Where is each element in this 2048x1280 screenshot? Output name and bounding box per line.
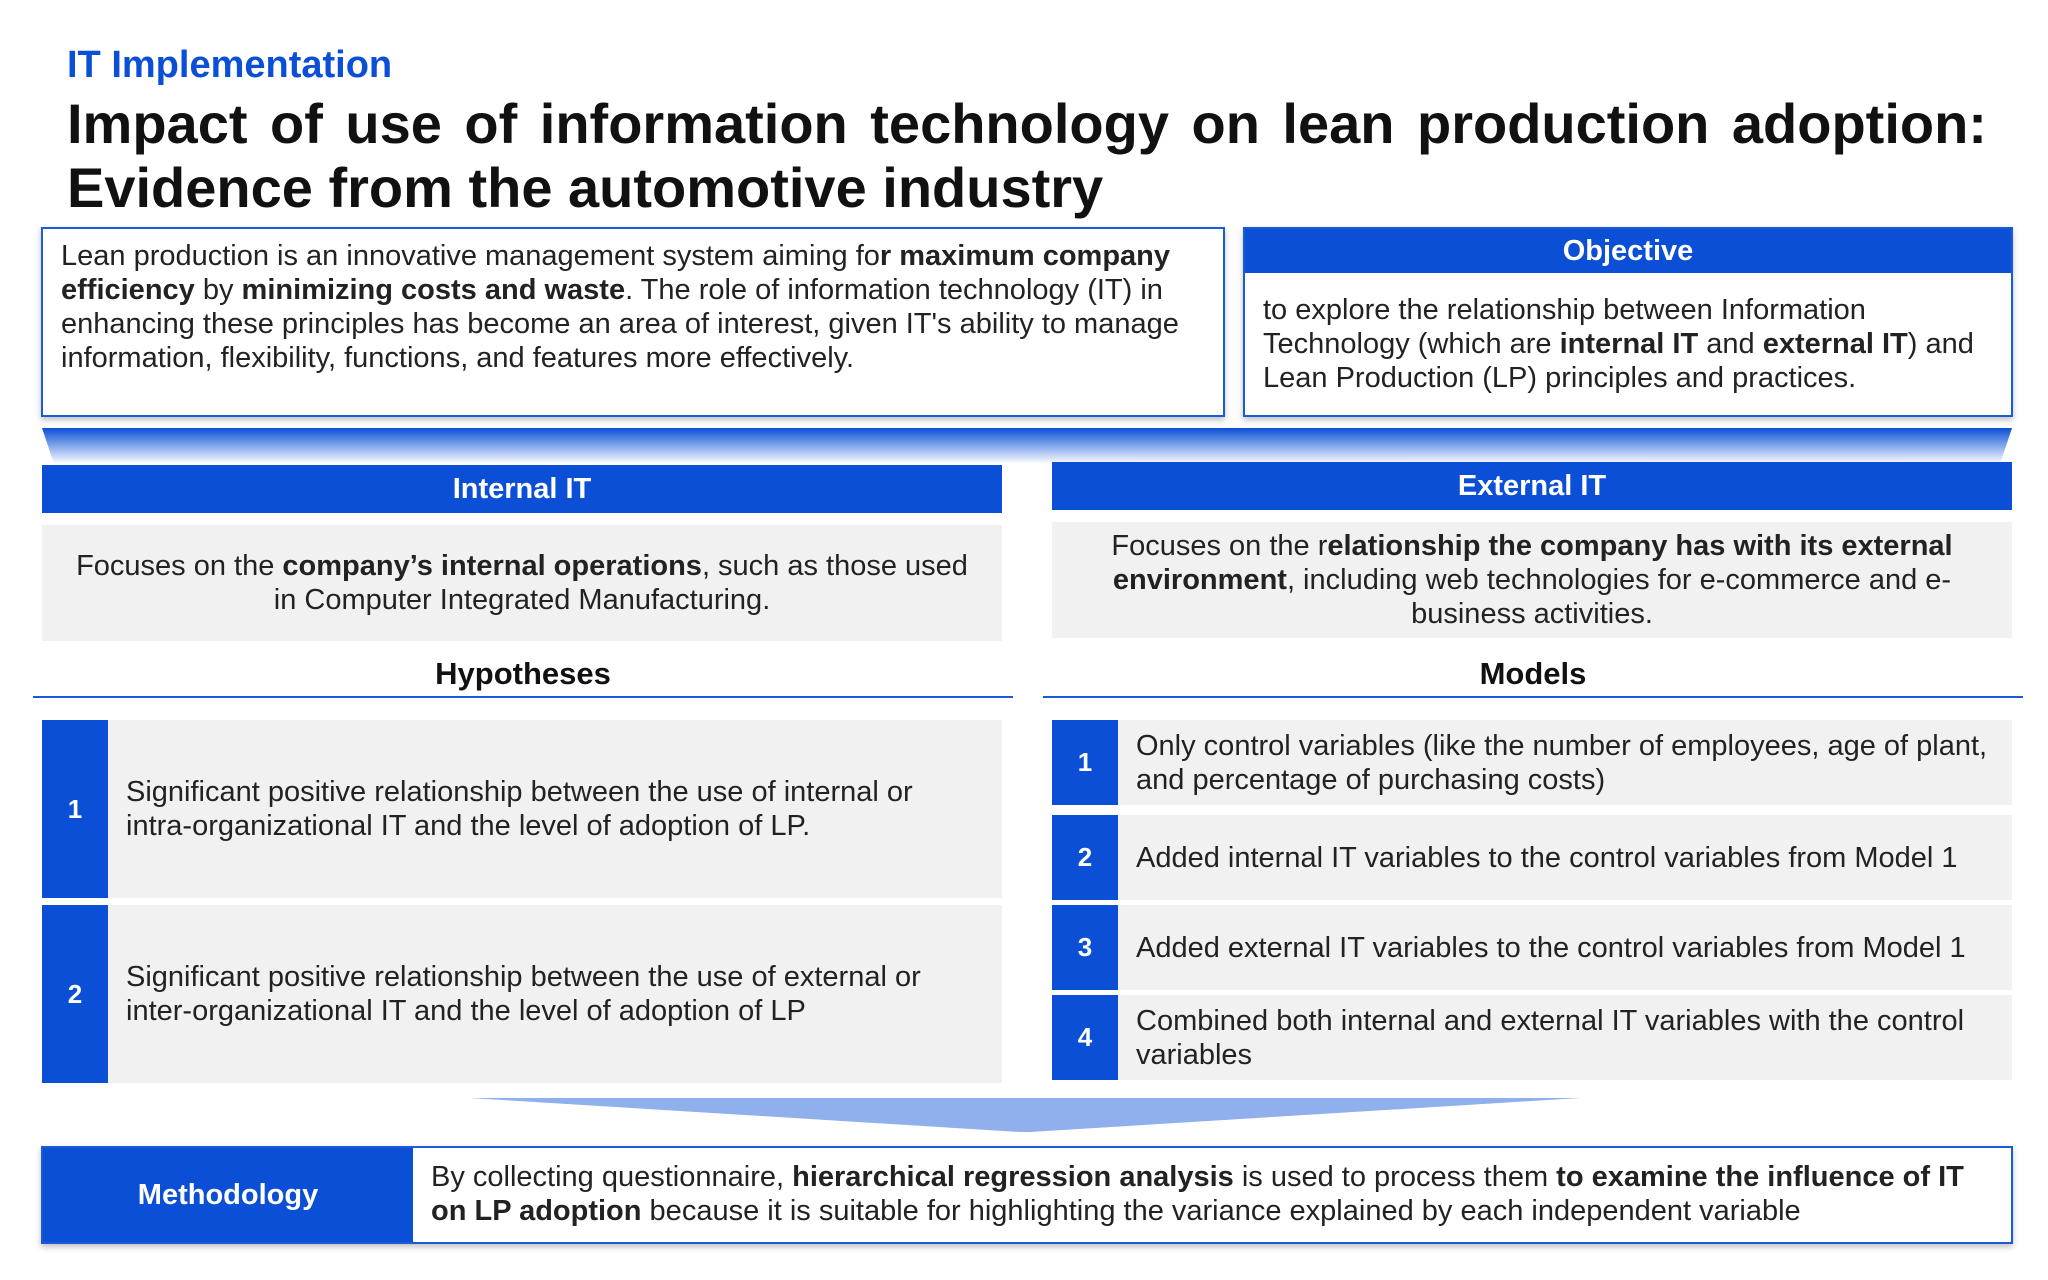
objective-heading: Objective [1245,229,2011,273]
model-text: Combined both internal and external IT v… [1136,1004,1965,1071]
model-number: 3 [1052,905,1118,990]
models-heading: Models [1479,656,1587,691]
model-text: Added internal IT variables to the contr… [1136,841,1958,874]
internal-it-emphasis: company’s internal operations [282,550,702,582]
title-word: on [1191,92,1260,155]
model-number: 4 [1052,995,1118,1080]
hypothesis-number: 1 [42,720,108,898]
hypotheses-rule [33,696,1013,698]
external-it-text: Focuses on the r [1111,530,1328,562]
methodology-emphasis: hierarchical regression analysis [792,1161,1234,1193]
methodology-label: Methodology [43,1148,413,1242]
model-row: 2 Added internal IT variables to the con… [1052,815,2012,900]
title-word: use [345,92,442,155]
external-it-heading: External IT [1052,462,2012,510]
objective-emphasis: external IT [1762,328,1908,360]
objective-emphasis: internal IT [1559,328,1699,360]
title-word: production [1417,92,1710,155]
title-word: of [270,92,323,155]
objective-text: and [1698,328,1763,360]
internal-it-heading: Internal IT [42,465,1002,513]
objective-text: to explore the relationship between Info… [1263,294,1866,360]
objective-box: Objective to explore the relationship be… [1243,227,2013,417]
model-text: Only control variables (like the number … [1136,729,1988,796]
hypothesis-number: 2 [42,905,108,1083]
hypotheses-heading: Hypotheses [435,656,611,691]
title-word: of [464,92,518,155]
title-line-2: Evidence from the automotive industry [67,156,1104,219]
page-title: Impact of use of information technology … [67,92,1987,220]
title-line-1: Impact of use of information technology … [67,92,1987,156]
model-number: 2 [1052,815,1118,900]
model-row: 3 Added external IT variables to the con… [1052,905,2012,990]
external-it-text: , including web technologies for e-comme… [1286,564,1952,630]
methodology-plain: because it is suitable for highlighting … [641,1195,1801,1227]
title-word: technology [870,92,1169,155]
internal-it-text: Focuses on the [76,550,283,582]
title-word: Impact [67,92,248,155]
hypothesis-row: 2 Significant positive relationship betw… [42,905,1002,1083]
external-it-emphasis: elationship the company has with its ext… [1112,530,1953,596]
objective-body: to explore the relationship between Info… [1245,273,2011,395]
title-word: lean [1282,92,1395,155]
internal-it-text: , such as those used in Computer Integra… [273,550,968,616]
intro-text: by [194,274,242,306]
divider-wedge [42,428,2012,464]
model-number: 1 [1052,720,1118,805]
objective-text: ) and Lean Production (LP) principles an… [1263,328,1974,394]
funnel-arrow [470,1098,1580,1132]
title-word: information [539,92,848,155]
methodology-text: By collecting questionnaire, hierarchica… [413,1148,2011,1242]
title-word: adoption: [1731,92,1987,155]
intro-text: . The role of information technology (IT… [61,274,1179,374]
intro-box: Lean production is an innovative managem… [41,227,1225,417]
methodology-plain: By collecting questionnaire, [431,1161,793,1193]
models-rule [1043,696,2023,698]
model-row: 1 Only control variables (like the numbe… [1052,720,2012,805]
hypothesis-text: Significant positive relationship betwee… [126,961,921,1027]
intro-emphasis: r maximum company efficiency [61,240,1171,306]
methodology-box: Methodology By collecting questionnaire,… [41,1146,2013,1244]
intro-emphasis: minimizing costs and waste [241,274,626,306]
section-eyebrow: IT Implementation [67,44,393,86]
model-text: Added external IT variables to the contr… [1136,931,1966,964]
methodology-emphasis: to examine the influence of IT on LP ado… [431,1161,1964,1227]
hypothesis-row: 1 Significant positive relationship betw… [42,720,1002,898]
internal-it-description: Focuses on the company’s internal operat… [42,525,1002,641]
methodology-plain: is used to process them [1233,1161,1557,1193]
model-row: 4 Combined both internal and external IT… [1052,995,2012,1080]
external-it-description: Focuses on the relationship the company … [1052,522,2012,638]
hypothesis-text: Significant positive relationship betwee… [126,776,913,842]
intro-text: Lean production is an innovative managem… [61,240,880,272]
